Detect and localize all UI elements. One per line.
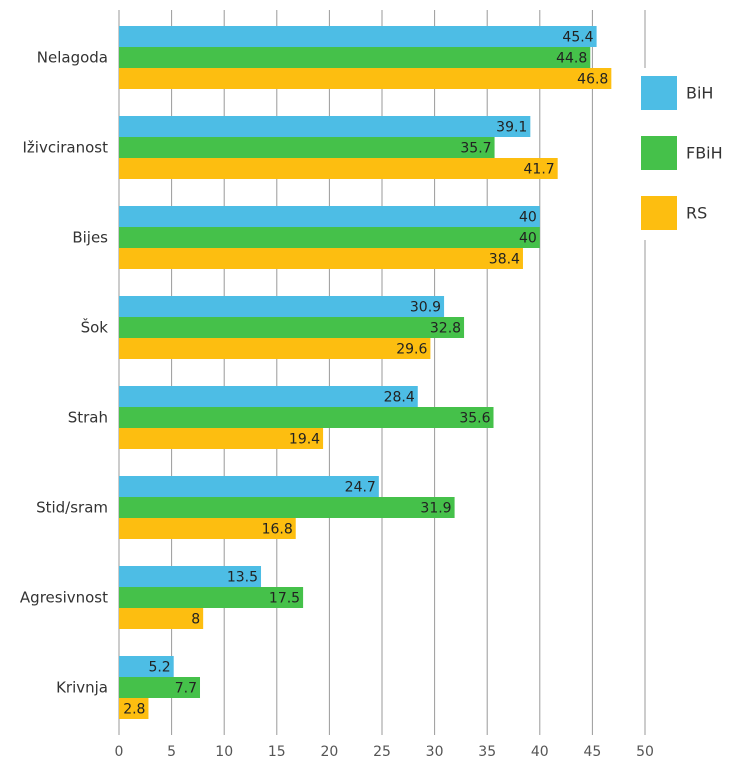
category-label: Šok [81, 318, 109, 337]
category-label: Iživciranost [23, 139, 109, 157]
bar [119, 137, 495, 158]
legend-label: FBiH [686, 144, 723, 163]
bar [119, 206, 540, 227]
x-tick-label: 50 [636, 744, 654, 760]
bar [119, 338, 431, 359]
bar [119, 158, 558, 179]
value-label: 24.7 [345, 480, 376, 496]
legend-swatch [641, 136, 677, 170]
x-tick-label: 0 [115, 744, 124, 760]
bar [119, 386, 418, 407]
bar [119, 497, 455, 518]
bar [119, 26, 597, 47]
legend-swatch [641, 76, 677, 110]
value-label: 35.6 [459, 411, 490, 427]
bar [119, 677, 201, 698]
legend-label: RS [686, 204, 707, 223]
x-tick-label: 30 [426, 744, 444, 760]
x-tick-label: 25 [373, 744, 391, 760]
x-tick-label: 45 [583, 744, 601, 760]
category-label: Krivnja [56, 679, 108, 697]
x-tick-label: 20 [320, 744, 338, 760]
bar [119, 116, 531, 137]
value-label: 16.8 [262, 522, 293, 538]
category-label: Bijes [72, 229, 108, 247]
value-label: 40 [519, 210, 537, 226]
bar [119, 407, 494, 428]
value-label: 19.4 [289, 432, 320, 448]
value-label: 29.6 [396, 342, 427, 358]
x-tick-label: 15 [268, 744, 286, 760]
bar [119, 698, 149, 719]
value-label: 40 [519, 231, 537, 247]
bar [119, 566, 262, 587]
legend-swatch [641, 196, 677, 230]
value-label: 7.7 [175, 681, 197, 697]
bar [119, 68, 612, 89]
category-label: Stid/sram [36, 499, 108, 517]
category-label: Nelagoda [37, 49, 108, 67]
bar [119, 518, 296, 539]
value-label: 13.5 [227, 570, 258, 586]
value-label: 41.7 [524, 162, 555, 178]
x-tick-label: 5 [167, 744, 176, 760]
bar [119, 608, 204, 629]
value-label: 35.7 [460, 141, 491, 157]
value-label: 28.4 [384, 390, 415, 406]
bar [119, 47, 591, 68]
bar [119, 227, 540, 248]
value-label: 39.1 [496, 120, 527, 136]
bar [119, 296, 445, 317]
value-label: 45.4 [562, 30, 593, 46]
legend-label: BiH [686, 84, 713, 103]
value-label: 30.9 [410, 300, 441, 316]
value-label: 32.8 [430, 321, 461, 337]
category-label: Strah [68, 409, 108, 427]
bar [119, 656, 174, 677]
x-tick-label: 40 [531, 744, 549, 760]
bar [119, 587, 304, 608]
bar [119, 476, 379, 497]
value-label: 44.8 [556, 51, 587, 67]
value-label: 31.9 [420, 501, 451, 517]
x-tick-label: 10 [215, 744, 233, 760]
bar [119, 317, 465, 338]
value-label: 8 [191, 612, 200, 628]
x-tick-label: 35 [478, 744, 496, 760]
category-label: Agresivnost [20, 589, 108, 607]
value-label: 38.4 [489, 252, 520, 268]
value-label: 46.8 [577, 72, 608, 88]
value-label: 17.5 [269, 591, 300, 607]
bar [119, 428, 324, 449]
bar [119, 248, 523, 269]
value-label: 5.2 [148, 660, 170, 676]
value-label: 2.8 [123, 702, 145, 718]
